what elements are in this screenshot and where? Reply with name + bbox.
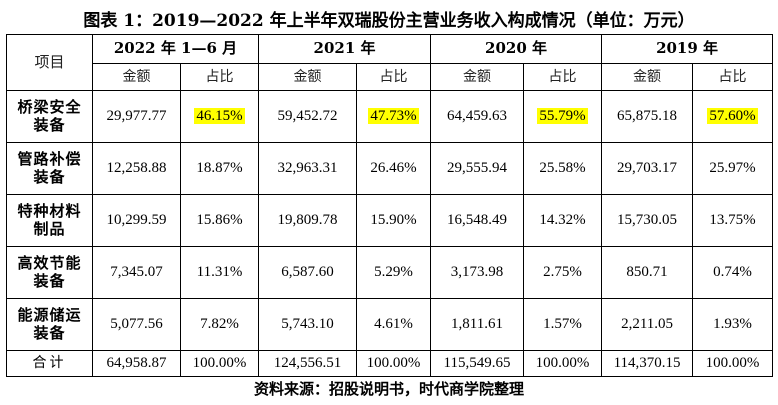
header-row-sub: 金额 占比 金额 占比 金额 占比 金额 占比 <box>7 63 774 91</box>
share-cell: 18.87% <box>179 142 260 195</box>
share-cell-highlighted: 46.15% <box>179 90 260 143</box>
share-cell-highlighted: 55.79% <box>523 90 603 143</box>
total-share-cell: 100.00% <box>523 350 603 377</box>
amount-cell: 65,875.18 <box>601 90 694 143</box>
share-highlight: 47.73% <box>368 107 419 124</box>
share-highlight: 55.79% <box>537 107 588 124</box>
item-header: 项目 <box>6 34 93 91</box>
amount-cell: 19,809.78 <box>258 194 358 247</box>
total-amount-cell: 64,958.87 <box>92 350 181 377</box>
total-share-cell: 100.00% <box>179 350 260 377</box>
total-share-cell: 100.00% <box>692 350 774 377</box>
share-cell: 7.82% <box>179 298 260 351</box>
share-header: 占比 <box>692 63 774 91</box>
header-row-years: 项目 2022 年 1—6 月 2021 年 2020 年 2019 年 <box>6 34 774 91</box>
share-cell: 4.61% <box>356 298 432 351</box>
row-label-line1: 管路补偿 <box>17 150 82 169</box>
amount-cell: 5,743.10 <box>258 298 358 351</box>
amount-cell: 850.71 <box>601 246 694 299</box>
table-row: 高效节能 装备 7,345.07 11.31% 6,587.60 5.29% 3… <box>6 246 774 299</box>
row-label: 管路补偿 装备 <box>6 142 93 195</box>
amount-cell: 15,730.05 <box>601 194 694 247</box>
row-label-line1: 桥梁安全 <box>17 98 82 117</box>
share-cell: 15.90% <box>356 194 432 247</box>
row-label: 能源储运 装备 <box>6 298 93 351</box>
row-label: 桥梁安全 装备 <box>6 90 93 143</box>
row-label: 高效节能 装备 <box>6 246 93 299</box>
amount-cell: 16,548.49 <box>430 194 525 247</box>
share-cell: 26.46% <box>356 142 432 195</box>
table-row: 管路补偿 装备 12,258.88 18.87% 32,963.31 26.46… <box>6 142 774 195</box>
amount-cell: 6,587.60 <box>258 246 358 299</box>
amount-cell: 59,452.72 <box>258 90 358 143</box>
share-cell: 25.97% <box>692 142 774 195</box>
year-header-2021: 2021 年 <box>258 34 432 64</box>
share-highlight: 57.60% <box>707 107 758 124</box>
share-cell: 2.75% <box>523 246 603 299</box>
total-amount-cell: 124,556.51 <box>258 350 358 377</box>
amount-cell: 2,211.05 <box>601 298 694 351</box>
total-share-cell: 100.00% <box>356 350 432 377</box>
share-header: 占比 <box>179 63 260 91</box>
table-row: 桥梁安全 装备 29,977.77 46.15% 59,452.72 47.73… <box>6 90 774 143</box>
share-cell: 15.86% <box>179 194 260 247</box>
amount-header: 金额 <box>430 63 525 91</box>
share-highlight: 46.15% <box>194 107 245 124</box>
amount-header: 金额 <box>258 63 358 91</box>
table-row: 特种材料 制品 10,299.59 15.86% 19,809.78 15.90… <box>6 194 774 247</box>
amount-cell: 3,173.98 <box>430 246 525 299</box>
share-cell: 14.32% <box>523 194 603 247</box>
amount-cell: 7,345.07 <box>92 246 181 299</box>
row-label-line2: 装备 <box>33 323 66 342</box>
total-amount-cell: 114,370.15 <box>601 350 694 377</box>
amount-cell: 1,811.61 <box>430 298 525 351</box>
total-amount-cell: 115,549.65 <box>430 350 525 377</box>
row-label-line1: 能源储运 <box>17 306 82 325</box>
row-label-line2: 制品 <box>33 219 66 238</box>
row-label-line2: 装备 <box>33 167 66 186</box>
amount-cell: 10,299.59 <box>92 194 181 247</box>
share-header: 占比 <box>523 63 603 91</box>
share-cell: 5.29% <box>356 246 432 299</box>
amount-cell: 64,459.63 <box>430 90 525 143</box>
amount-header: 金额 <box>601 63 694 91</box>
year-header-2022h1: 2022 年 1—6 月 <box>91 34 260 64</box>
year-header-2019: 2019 年 <box>601 34 774 64</box>
row-label-line2: 装备 <box>33 115 66 134</box>
year-header-2020: 2020 年 <box>430 34 603 64</box>
row-label-line2: 装备 <box>33 271 66 290</box>
table-row: 能源储运 装备 5,077.56 7.82% 5,743.10 4.61% 1,… <box>6 298 774 351</box>
total-row: 合计 64,958.87 100.00% 124,556.51 100.00% … <box>6 350 774 377</box>
revenue-table: 项目 2022 年 1—6 月 2021 年 2020 年 2019 年 金额 … <box>6 34 774 377</box>
amount-cell: 29,977.77 <box>92 90 181 143</box>
share-cell-highlighted: 57.60% <box>692 90 774 143</box>
amount-cell: 5,077.56 <box>92 298 181 351</box>
share-cell: 1.57% <box>523 298 603 351</box>
share-cell: 11.31% <box>179 246 260 299</box>
table-title: 图表 1：2019—2022 年上半年双瑞股份主营业务收入构成情况（单位：万元） <box>83 11 695 31</box>
amount-cell: 32,963.31 <box>258 142 358 195</box>
amount-header: 金额 <box>92 63 181 91</box>
share-cell: 25.58% <box>523 142 603 195</box>
amount-cell: 29,703.17 <box>601 142 694 195</box>
row-label-line1: 特种材料 <box>17 202 82 221</box>
row-label: 特种材料 制品 <box>6 194 93 247</box>
share-cell: 0.74% <box>692 246 774 299</box>
amount-cell: 12,258.88 <box>92 142 181 195</box>
share-header: 占比 <box>356 63 432 91</box>
share-cell: 1.93% <box>692 298 774 351</box>
amount-cell: 29,555.94 <box>430 142 525 195</box>
row-label-line1: 高效节能 <box>17 254 82 273</box>
share-cell: 13.75% <box>692 194 774 247</box>
total-label: 合计 <box>6 350 93 377</box>
source-note: 资料来源：招股说明书，时代商学院整理 <box>253 380 524 398</box>
share-cell-highlighted: 47.73% <box>356 90 432 143</box>
